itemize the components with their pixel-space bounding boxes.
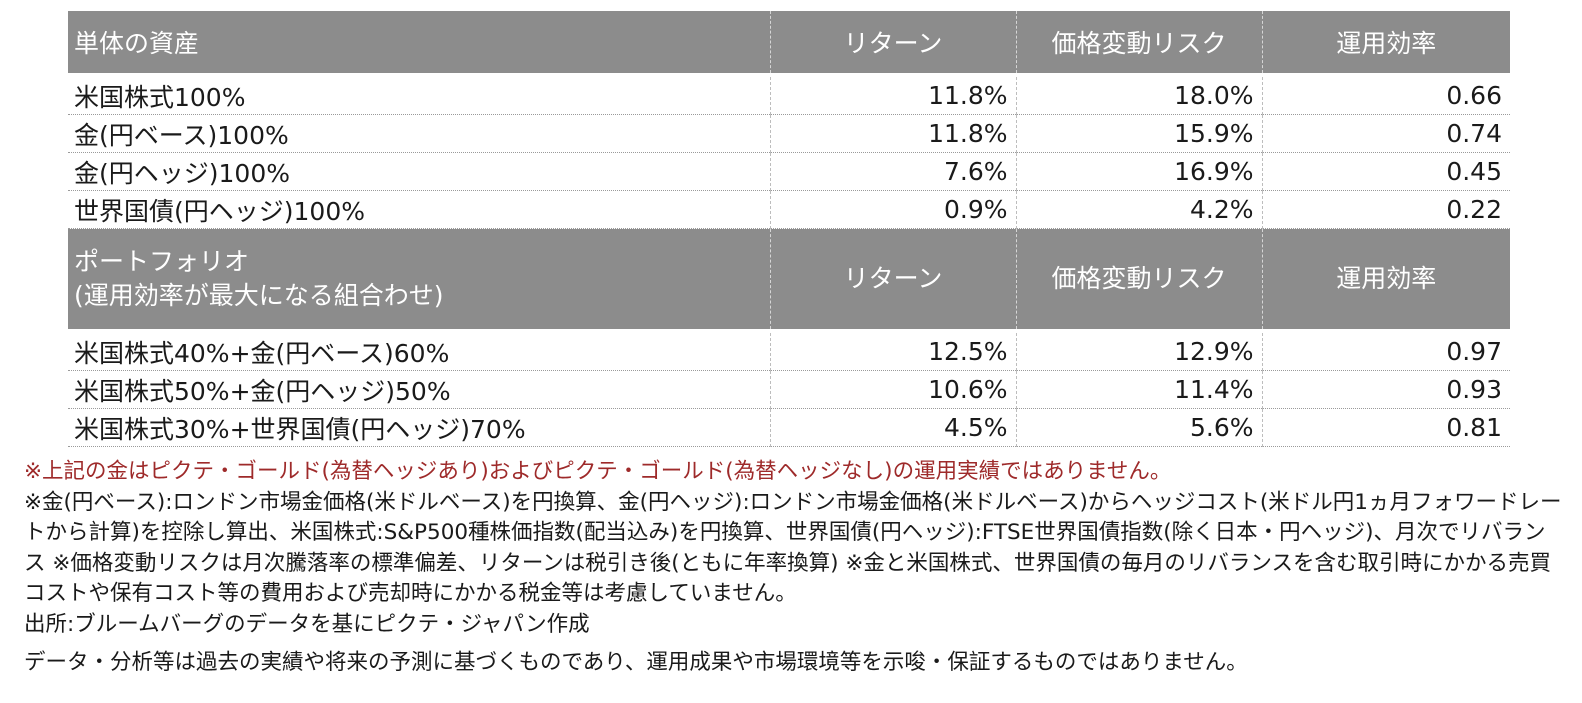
value-cell: 11.8%: [769, 114, 1016, 153]
row-label: 米国株式100%: [68, 77, 770, 115]
value-cell: 12.5%: [769, 333, 1016, 371]
value-cell: 0.93: [1261, 370, 1510, 409]
table-row: 金(円ヘッジ)100% 7.6% 16.9% 0.45: [68, 152, 1510, 191]
header-column: リターン: [769, 228, 1016, 329]
table-row: 世界国債(円ヘッジ)100% 0.9% 4.2% 0.22: [68, 190, 1510, 229]
table-row: 米国株式40%+金(円ベース)60% 12.5% 12.9% 0.97: [68, 333, 1510, 371]
value-cell: 0.22: [1261, 190, 1510, 229]
header-label: リターン: [843, 29, 943, 58]
header-column: 価格変動リスク: [1015, 228, 1262, 329]
header-label: ポートフォリオ: [74, 247, 250, 276]
value-cell: 0.66: [1261, 77, 1510, 115]
value-cell: 4.5%: [769, 408, 1016, 447]
header-row: ポートフォリオ (運用効率が最大になる組合わせ) リターン 価格変動リスク 運用効率: [68, 228, 1510, 329]
row-label: 金(円ヘッジ)100%: [68, 152, 770, 191]
header-column: 運用効率: [1261, 228, 1510, 329]
table-row: 米国株式30%+世界国債(円ヘッジ)70% 4.5% 5.6% 0.81: [68, 408, 1510, 447]
header-label: 価格変動リスク: [1051, 264, 1227, 293]
value-cell: 12.9%: [1015, 333, 1262, 371]
row-label: 米国株式30%+世界国債(円ヘッジ)70%: [68, 408, 770, 447]
table-row: 米国株式100% 11.8% 18.0% 0.66: [68, 77, 1510, 115]
row-label: 米国株式50%+金(円ヘッジ)50%: [68, 370, 770, 409]
header-label: 価格変動リスク: [1051, 29, 1227, 58]
value-cell: 0.97: [1261, 333, 1510, 371]
value-cell: 15.9%: [1015, 114, 1262, 153]
notes: ※上記の金はピクテ・ゴールド(為替ヘッジあり)およびピクテ・ゴールド(為替ヘッジ…: [24, 457, 1564, 679]
note-main: ※金(円ベース):ロンドン市場金価格(米ドルベース)を円換算、金(円ヘッジ):ロ…: [24, 489, 1562, 607]
value-cell: 0.9%: [769, 190, 1016, 229]
header-row: 単体の資産 リターン 価格変動リスク 運用効率: [68, 11, 1510, 73]
comparison-table: 単体の資産 リターン 価格変動リスク 運用効率 米国株式100% 11.8% 18.0% 0.…: [68, 11, 1510, 447]
table-row: 米国株式50%+金(円ヘッジ)50% 10.6% 11.4% 0.93: [68, 370, 1510, 409]
note-disclaimer: データ・分析等は過去の実績や将来の予測に基づくものであり、運用成果や市場環境等を…: [24, 650, 1248, 675]
row-label: 世界国債(円ヘッジ)100%: [68, 190, 770, 229]
row-label: 米国株式40%+金(円ベース)60%: [68, 333, 770, 371]
header-label: 単体の資産: [74, 29, 200, 58]
value-cell: 10.6%: [769, 370, 1016, 409]
value-cell: 11.4%: [1015, 370, 1262, 409]
table-row: 金(円ベース)100% 11.8% 15.9% 0.74: [68, 114, 1510, 153]
header-label: リターン: [843, 264, 943, 293]
header-label: 運用効率: [1336, 264, 1437, 293]
note-source: 出所:ブルームバーグのデータを基にピクテ・ジャパン作成: [24, 611, 590, 637]
note-red: ※上記の金はピクテ・ゴールド(為替ヘッジあり)およびピクテ・ゴールド(為替ヘッジ…: [24, 459, 1172, 484]
header-label: 運用効率: [1336, 29, 1437, 58]
header-category: ポートフォリオ (運用効率が最大になる組合わせ): [68, 228, 770, 329]
value-cell: 4.2%: [1015, 190, 1262, 229]
header-sublabel: (運用効率が最大になる組合わせ): [74, 281, 444, 310]
value-cell: 0.45: [1261, 152, 1510, 191]
value-cell: 7.6%: [769, 152, 1016, 191]
value-cell: 5.6%: [1015, 408, 1262, 447]
row-label: 金(円ベース)100%: [68, 114, 770, 153]
value-cell: 16.9%: [1015, 152, 1262, 191]
value-cell: 0.81: [1261, 408, 1510, 447]
header-column: リターン: [769, 11, 1016, 73]
header-column: 運用効率: [1261, 11, 1510, 73]
value-cell: 18.0%: [1015, 77, 1262, 115]
header-category: 単体の資産: [68, 11, 770, 73]
value-cell: 11.8%: [769, 77, 1016, 115]
header-column: 価格変動リスク: [1015, 11, 1262, 73]
value-cell: 0.74: [1261, 114, 1510, 153]
